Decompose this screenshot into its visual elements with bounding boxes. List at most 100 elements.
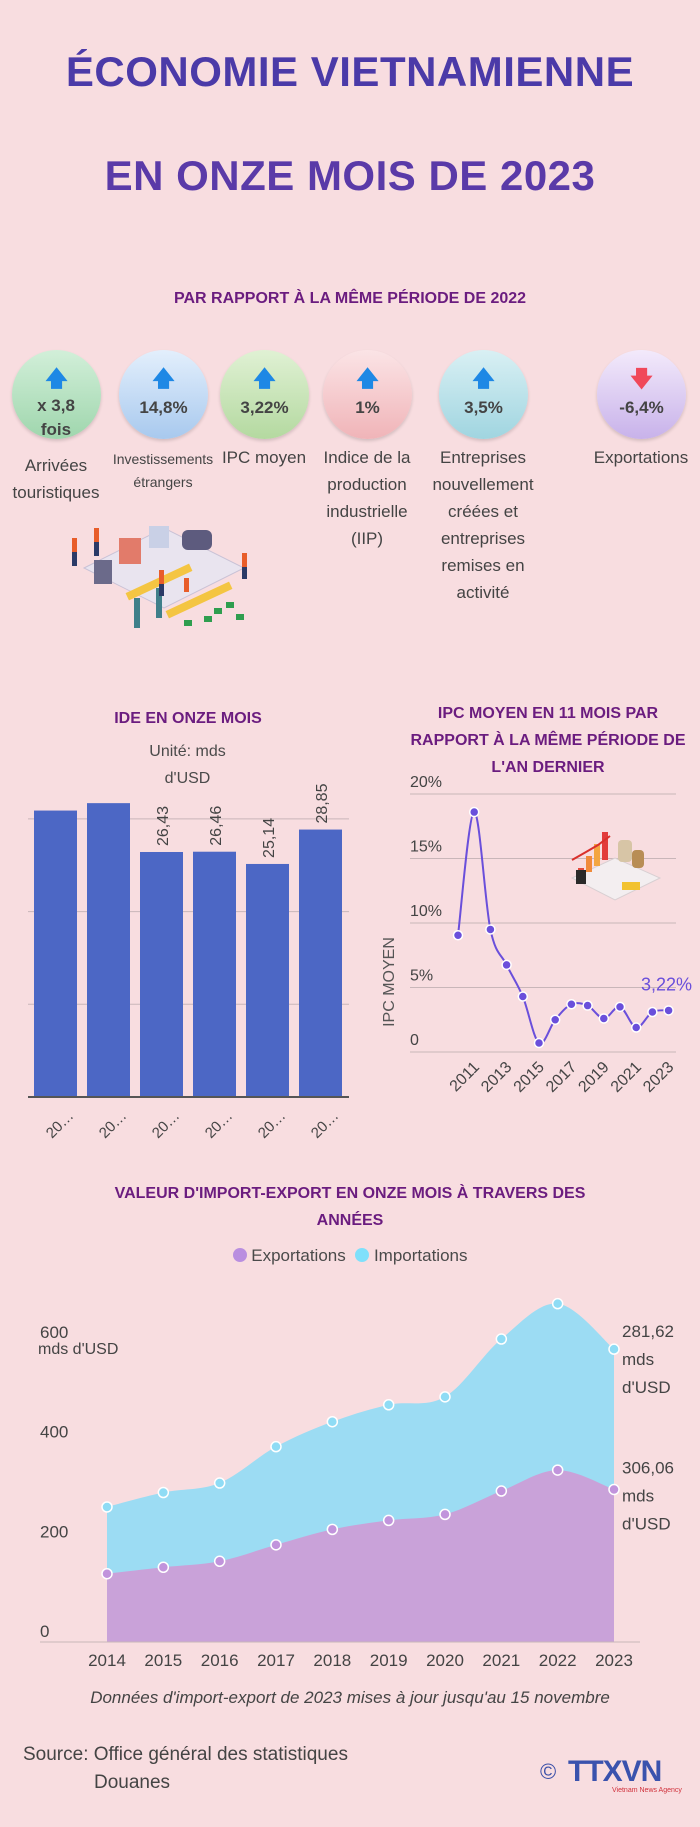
indicator-label: Exportations — [593, 448, 689, 467]
cpi-point[interactable] — [663, 1005, 674, 1016]
cpi-point[interactable] — [549, 1014, 561, 1025]
arrow-down-icon: 🡇 — [630, 366, 653, 391]
x-tick-label: 2019 — [575, 1059, 612, 1096]
y-tick-label: 400 — [40, 1423, 68, 1442]
legend-label-imports: Importations — [373, 1246, 468, 1265]
x-tick-label: 20… — [96, 1107, 130, 1141]
y-tick-label: 200 — [40, 1522, 68, 1541]
arrow-up-icon: 🡅 — [152, 366, 175, 391]
arrow-up-icon: 🡅 — [45, 366, 68, 391]
imports-point[interactable] — [382, 1399, 395, 1411]
arrow-up-icon: 🡅 — [356, 366, 379, 391]
cpi-chart-title: IPC MOYEN EN 11 MOIS PAR RAPPORT À LA MÊ… — [410, 705, 686, 776]
exports-point[interactable] — [157, 1561, 170, 1573]
indicator-value: x 3,8 fois — [37, 396, 75, 439]
bar[interactable] — [87, 803, 130, 1097]
cpi-point[interactable] — [533, 1037, 545, 1049]
x-tick-label: 20… — [255, 1107, 289, 1141]
x-tick-label: 20… — [308, 1107, 342, 1141]
x-tick-label: 2020 — [426, 1651, 464, 1670]
x-tick-label: 2021 — [482, 1651, 520, 1670]
end-value-annotation: d'USD — [622, 1378, 671, 1397]
legend-swatch-exports — [232, 1248, 247, 1262]
cpi-point[interactable] — [501, 959, 512, 971]
imports-point[interactable] — [101, 1501, 113, 1513]
end-value-annotation: 306,06 — [622, 1458, 674, 1477]
cpi-point[interactable] — [630, 1022, 642, 1033]
indicator-circle: 🡅 1% — [323, 350, 412, 439]
exports-area — [107, 1470, 614, 1642]
x-tick-label: 2022 — [539, 1651, 577, 1670]
cpi-point[interactable] — [582, 1000, 593, 1011]
exports-point[interactable] — [551, 1464, 564, 1476]
imports-point[interactable] — [213, 1477, 226, 1489]
y-tick-label: 600 — [40, 1323, 68, 1342]
imports-point[interactable] — [608, 1343, 620, 1355]
x-tick-label: 2017 — [543, 1059, 580, 1096]
y-tick-label: 5% — [410, 968, 433, 985]
exports-point[interactable] — [213, 1555, 226, 1568]
x-tick-label: 2023 — [595, 1651, 633, 1670]
source-line2: Douanes — [94, 1772, 171, 1793]
exports-point[interactable] — [608, 1483, 620, 1496]
imports-point[interactable] — [270, 1440, 282, 1453]
end-value-annotation: d'USD — [622, 1514, 671, 1533]
bar-data-label: 25,14 — [261, 818, 278, 858]
cpi-point[interactable] — [485, 924, 496, 935]
exports-point[interactable] — [326, 1523, 339, 1536]
bar[interactable] — [299, 829, 342, 1097]
indicator-circle: 🡅 3,5% — [439, 350, 528, 439]
bar[interactable] — [246, 863, 289, 1097]
imports-point[interactable] — [551, 1297, 564, 1310]
imports-point[interactable] — [157, 1486, 170, 1499]
imports-point[interactable] — [495, 1333, 508, 1345]
exports-point[interactable] — [101, 1567, 113, 1580]
x-tick-label: 20… — [202, 1107, 236, 1141]
imports-point[interactable] — [326, 1415, 339, 1428]
indicator-circle: 🡅 x 3,8 fois — [12, 350, 101, 439]
fdi-chart-unit: Unité: mds d'USD — [149, 743, 226, 787]
bar[interactable] — [140, 851, 183, 1097]
indicator-label: Indice de la production industrielle (II… — [323, 448, 411, 548]
cpi-point[interactable] — [468, 806, 480, 818]
legend-swatch-imports — [355, 1248, 370, 1262]
bar-data-label: 26,43 — [155, 806, 172, 846]
end-value-annotation: mds — [622, 1350, 654, 1369]
exports-point[interactable] — [439, 1508, 451, 1521]
exports-point[interactable] — [382, 1514, 395, 1527]
fdi-chart-title: IDE EN ONZE MOIS — [114, 710, 262, 727]
indicator-value: 14,8% — [139, 398, 188, 417]
indicator-value: 3,22% — [240, 398, 289, 417]
x-tick-label: 2016 — [201, 1651, 239, 1670]
y-tick-label: 10% — [410, 903, 442, 920]
fdi-bar-chart: 20… 20… 26,43 20… 26,46 20… 25,14 20… 28,85 20… — [28, 783, 349, 1142]
bar[interactable] — [193, 851, 236, 1097]
imports-point[interactable] — [439, 1391, 451, 1403]
exports-point[interactable] — [495, 1485, 508, 1497]
factory-illustration — [72, 526, 247, 628]
cpi-point[interactable] — [647, 1006, 658, 1018]
bar-data-label: 28,85 — [314, 783, 331, 823]
cpi-point[interactable] — [517, 991, 529, 1002]
indicator-label: IPC moyen — [221, 448, 307, 467]
x-tick-label: 2018 — [313, 1651, 351, 1670]
exports-point[interactable] — [270, 1539, 282, 1551]
end-value-annotation: 281,62 — [622, 1322, 674, 1341]
y-tick-label: 0 — [410, 1032, 419, 1049]
ttxvn-logo: © TTXVN Vietnam News Agency — [540, 1755, 690, 1795]
cpi-point[interactable] — [566, 999, 577, 1010]
x-tick-label: 2015 — [511, 1059, 548, 1096]
x-tick-label: 2013 — [478, 1059, 515, 1096]
cpi-point[interactable] — [452, 930, 464, 941]
indicator-circle: 🡅 3,22% — [220, 350, 309, 439]
page-title-line2: EN ONZE MOIS DE 2023 — [104, 152, 596, 199]
indicator-value: -6,4% — [619, 398, 664, 417]
inflation-illustration — [570, 832, 662, 901]
bar[interactable] — [34, 810, 77, 1097]
cpi-point[interactable] — [598, 1013, 610, 1024]
legend-label-exports: Exportations — [251, 1246, 346, 1265]
x-tick-label: 2014 — [88, 1651, 126, 1670]
cpi-point[interactable] — [614, 1001, 626, 1013]
y-axis-title: IPC MOYEN — [381, 937, 398, 1027]
